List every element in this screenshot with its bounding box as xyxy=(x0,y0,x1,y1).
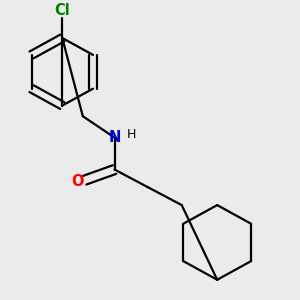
Text: O: O xyxy=(72,175,84,190)
Text: N: N xyxy=(108,130,121,145)
Text: H: H xyxy=(127,128,136,140)
Text: Cl: Cl xyxy=(54,3,70,18)
